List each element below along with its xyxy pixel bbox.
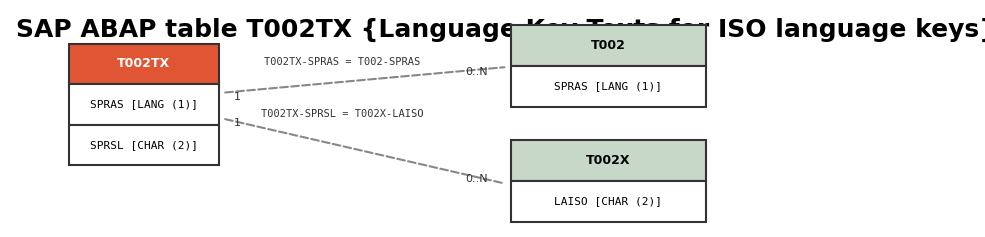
Text: 0..N: 0..N — [465, 67, 488, 77]
Bar — [511, 25, 706, 66]
Text: T002TX-SPRSL = T002X-LAISO: T002TX-SPRSL = T002X-LAISO — [261, 109, 424, 119]
Text: 0..N: 0..N — [465, 174, 488, 184]
Text: T002: T002 — [591, 39, 625, 52]
Text: T002X: T002X — [586, 154, 630, 167]
Bar — [69, 44, 219, 84]
Text: SAP ABAP table T002TX {Language Key Texts for ISO language keys}: SAP ABAP table T002TX {Language Key Text… — [17, 18, 985, 42]
Text: SPRSL [CHAR (2)]: SPRSL [CHAR (2)] — [90, 140, 198, 150]
Bar — [511, 181, 706, 222]
Text: 1: 1 — [233, 118, 241, 128]
Bar — [511, 140, 706, 181]
Text: 1: 1 — [233, 92, 241, 102]
Text: SPRAS [LANG (1)]: SPRAS [LANG (1)] — [555, 81, 662, 91]
Text: T002TX: T002TX — [117, 57, 170, 70]
Bar — [69, 125, 219, 165]
Text: SPRAS [LANG (1)]: SPRAS [LANG (1)] — [90, 100, 198, 109]
Text: T002TX-SPRAS = T002-SPRAS: T002TX-SPRAS = T002-SPRAS — [264, 57, 421, 67]
Bar — [511, 66, 706, 107]
Bar — [69, 84, 219, 125]
Text: LAISO [CHAR (2)]: LAISO [CHAR (2)] — [555, 196, 662, 206]
